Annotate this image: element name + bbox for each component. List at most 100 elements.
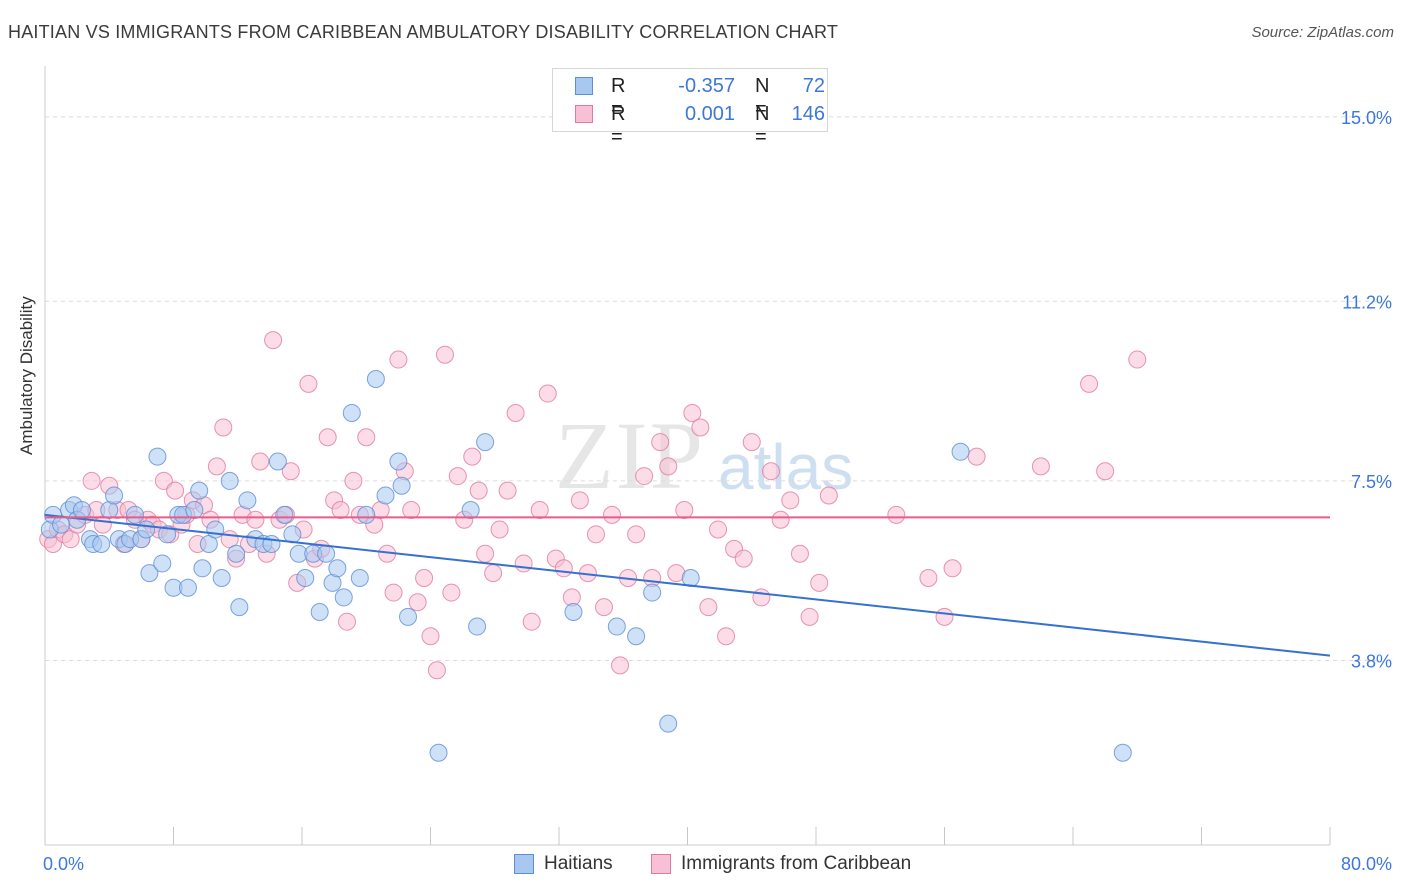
haitians-point bbox=[328, 559, 347, 578]
y-tick-label: 15.0% bbox=[1341, 108, 1392, 128]
haitians-point bbox=[310, 602, 329, 621]
caribbean-point bbox=[498, 481, 517, 500]
haitians-point bbox=[476, 433, 495, 452]
caribbean-point bbox=[402, 501, 421, 520]
haitians-point bbox=[342, 403, 361, 422]
caribbean-point bbox=[691, 418, 710, 437]
haitians-point bbox=[429, 743, 448, 762]
caribbean-point bbox=[435, 345, 454, 364]
caribbean-point bbox=[1031, 457, 1050, 476]
haitians-point bbox=[268, 452, 287, 471]
haitians-point bbox=[275, 505, 294, 524]
caribbean-point bbox=[734, 549, 753, 568]
haitians-point bbox=[283, 525, 302, 544]
haitians-point bbox=[357, 505, 376, 524]
haitians-point bbox=[334, 588, 353, 607]
legend-r-value: 0.001 bbox=[684, 103, 735, 125]
caribbean-point bbox=[207, 457, 226, 476]
haitians-point bbox=[376, 486, 395, 505]
haitians-point bbox=[607, 617, 626, 636]
legend-label-caribbean: Immigrants from Caribbean bbox=[681, 853, 912, 874]
haitians-point bbox=[190, 481, 209, 500]
haitians-point bbox=[220, 471, 239, 490]
haitians-point bbox=[206, 520, 225, 539]
haitians-point bbox=[178, 578, 197, 597]
haitians-point bbox=[366, 369, 385, 388]
legend-label-haitians: Haitians bbox=[544, 853, 613, 874]
haitians-point bbox=[125, 505, 144, 524]
caribbean-point bbox=[627, 525, 646, 544]
legend-swatch-caribbean bbox=[575, 105, 593, 123]
caribbean-point bbox=[603, 505, 622, 524]
haitians-point bbox=[137, 520, 156, 539]
watermark-zip: ZIP bbox=[555, 402, 705, 509]
caribbean-point bbox=[506, 403, 525, 422]
haitians-point bbox=[238, 491, 257, 510]
x-tick-label-right: 80.0% bbox=[1341, 854, 1392, 874]
legend-n-value: 146 bbox=[791, 103, 825, 125]
caribbean-point bbox=[699, 598, 718, 617]
caribbean-point bbox=[1096, 462, 1115, 481]
caribbean-point bbox=[484, 564, 503, 583]
y-tick-label: 3.8% bbox=[1351, 652, 1392, 672]
caribbean-point bbox=[246, 510, 265, 529]
caribbean-point bbox=[344, 471, 363, 490]
haitians-point bbox=[227, 544, 246, 563]
caribbean-point bbox=[490, 520, 509, 539]
chart-title: HAITIAN VS IMMIGRANTS FROM CARIBBEAN AMB… bbox=[8, 22, 839, 42]
caribbean-point bbox=[967, 447, 986, 466]
caribbean-point bbox=[442, 583, 461, 602]
legend-r-label: R = bbox=[611, 103, 626, 148]
legend-n-label: N = bbox=[755, 75, 770, 120]
caribbean-point bbox=[538, 384, 557, 403]
haitians-point bbox=[140, 564, 159, 583]
haitians-point bbox=[72, 501, 91, 520]
series-legend: Haitians Immigrants from Caribbean bbox=[0, 852, 1406, 878]
haitians-point bbox=[392, 476, 411, 495]
y-tick-label: 11.2% bbox=[1342, 292, 1392, 312]
caribbean-point bbox=[337, 612, 356, 631]
caribbean-point bbox=[919, 569, 938, 588]
haitians-point bbox=[627, 627, 646, 646]
haitians-point bbox=[468, 617, 487, 636]
legend-n-label: N = bbox=[755, 103, 770, 148]
x-tick-label-left: 0.0% bbox=[43, 854, 84, 874]
caribbean-point bbox=[659, 457, 678, 476]
caribbean-point bbox=[790, 544, 809, 563]
source-label: Source: ZipAtlas.com bbox=[1251, 24, 1394, 41]
caribbean-point bbox=[415, 569, 434, 588]
haitians-point bbox=[105, 486, 124, 505]
haitians-point bbox=[399, 607, 418, 626]
haitians-point bbox=[296, 569, 315, 588]
legend-swatch-caribbean bbox=[651, 854, 671, 874]
caribbean-point bbox=[522, 612, 541, 631]
caribbean-point bbox=[742, 433, 761, 452]
caribbean-point bbox=[570, 491, 589, 510]
caribbean-point bbox=[82, 471, 101, 490]
y-axis-label: Ambulatory Disability bbox=[17, 296, 36, 455]
caribbean-point bbox=[771, 510, 790, 529]
caribbean-point bbox=[427, 661, 446, 680]
caribbean-point bbox=[299, 374, 318, 393]
caribbean-point bbox=[752, 588, 771, 607]
legend-r-label: R = bbox=[611, 75, 626, 120]
caribbean-point bbox=[675, 501, 694, 520]
haitians-point bbox=[461, 501, 480, 520]
haitians-point bbox=[659, 714, 678, 733]
caribbean-point bbox=[819, 486, 838, 505]
caribbean-point bbox=[469, 481, 488, 500]
haitians-point bbox=[951, 442, 970, 461]
caribbean-point bbox=[594, 598, 613, 617]
caribbean-point bbox=[586, 525, 605, 544]
caribbean-point bbox=[1128, 350, 1147, 369]
caribbean-point bbox=[810, 573, 829, 592]
caribbean-point bbox=[281, 462, 300, 481]
haitians-point bbox=[148, 447, 167, 466]
haitians-point bbox=[212, 569, 231, 588]
haitians-point bbox=[230, 598, 249, 617]
caribbean-point bbox=[384, 583, 403, 602]
haitians-point bbox=[153, 554, 172, 573]
caribbean-point bbox=[389, 350, 408, 369]
caribbean-point bbox=[781, 491, 800, 510]
